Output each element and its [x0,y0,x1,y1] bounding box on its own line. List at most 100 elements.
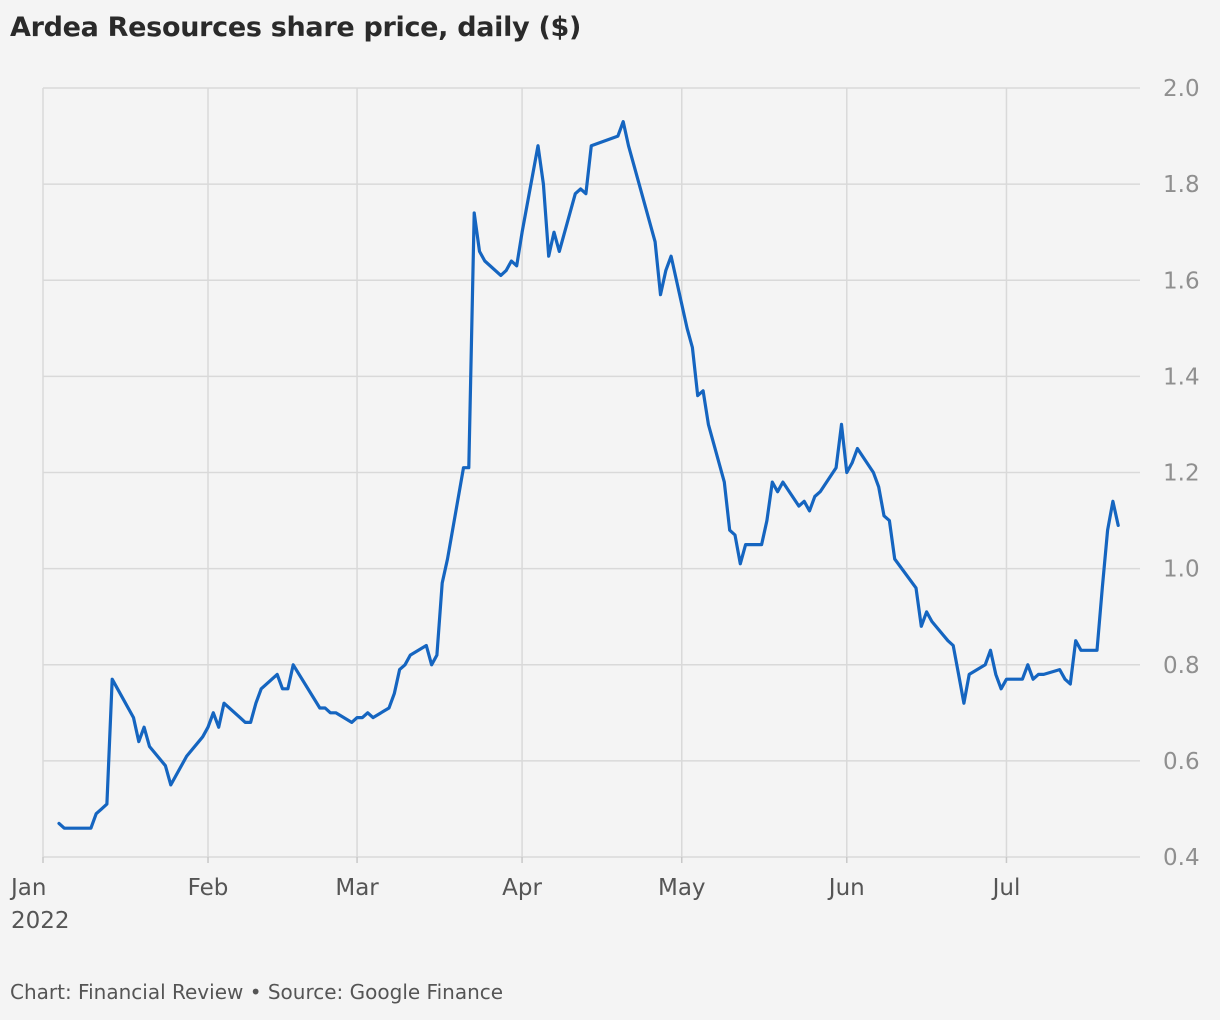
data-point [504,268,509,273]
data-point [892,557,897,562]
data-point [424,643,429,648]
data-point [355,715,360,720]
x-axis-tick-labels: Jan 2022 Feb Mar Apr May Jun Jul [9,875,1020,934]
data-point [1041,672,1046,677]
y-tick-label: 2.0 [1163,76,1200,102]
y-axis-tick-labels: 0.4 0.6 0.8 1.0 1.2 1.4 1.6 1.8 2.0 [1163,76,1200,871]
data-point [1110,499,1115,504]
data-point [802,499,807,504]
data-point [131,715,136,720]
data-point [850,460,855,465]
data-point [1073,638,1078,643]
data-point [237,715,242,720]
data-point [722,480,727,485]
data-point [929,619,934,624]
data-point [764,518,769,523]
data-point [477,249,482,254]
data-point [658,292,663,297]
data-point [839,422,844,427]
data-point [882,513,887,518]
data-point [461,465,466,470]
data-point [589,143,594,148]
data-point [557,249,562,254]
data-point [1063,677,1068,682]
data-point [1020,677,1025,682]
data-point [919,624,924,629]
data-point [653,239,658,244]
data-point [626,143,631,148]
x-tick-label: May [658,875,706,901]
data-point [371,715,376,720]
data-point [259,686,264,691]
data-point [1025,662,1030,667]
series-line-share-price [57,119,1120,830]
data-point [732,532,737,537]
data-point [1116,523,1121,528]
data-point [94,811,99,816]
data-point [472,210,477,215]
data-point [285,686,290,691]
y-tick-label: 1.6 [1163,268,1200,294]
data-point [280,686,285,691]
data-point [669,254,674,259]
data-point [1105,528,1110,533]
data-point [56,821,61,826]
data-point [408,653,413,658]
data-point [983,662,988,667]
data-point [818,489,823,494]
data-point [1078,648,1083,653]
data-point [546,254,551,259]
data-point [759,542,764,547]
data-point [578,186,583,191]
data-point [775,489,780,494]
data-point [445,557,450,562]
data-point [110,677,115,682]
y-tick-label: 0.8 [1163,653,1200,679]
data-point [621,119,626,124]
data-point [365,710,370,715]
data-point [1068,681,1073,686]
data-point [1094,648,1099,653]
data-point [440,581,445,586]
data-point [583,191,588,196]
data-point [402,662,407,667]
data-point [855,446,860,451]
x-tick-label: Jul [991,875,1021,901]
data-point [248,720,253,725]
data-point [780,480,785,485]
series-layer [56,119,1121,831]
data-point [738,561,743,566]
x-tick-label: Jun [827,875,865,901]
x-tick-label: Apr [502,875,542,901]
data-point [988,648,993,653]
data-point [72,826,77,831]
data-point [62,826,67,831]
data-point [184,754,189,759]
y-tick-label: 1.2 [1163,461,1200,487]
data-point [211,710,216,715]
data-point [961,701,966,706]
data-point [967,672,972,677]
data-point [104,802,109,807]
data-point [429,662,434,667]
data-point [520,230,525,235]
data-point [690,345,695,350]
data-point [386,706,391,711]
data-point [216,725,221,730]
data-point [844,470,849,475]
data-point [163,763,168,768]
data-point [706,422,711,427]
grid-lines [42,87,1140,863]
data-point [360,715,365,720]
data-point [392,691,397,696]
x-tick-label: Feb [188,875,229,901]
data-point [812,494,817,499]
data-point [206,725,211,730]
chart-source-note: Chart: Financial Review • Source: Google… [10,980,504,1004]
data-point [951,643,956,648]
data-point [168,782,173,787]
data-point [876,484,881,489]
data-point [541,182,546,187]
data-point [993,672,998,677]
data-point [509,259,514,264]
